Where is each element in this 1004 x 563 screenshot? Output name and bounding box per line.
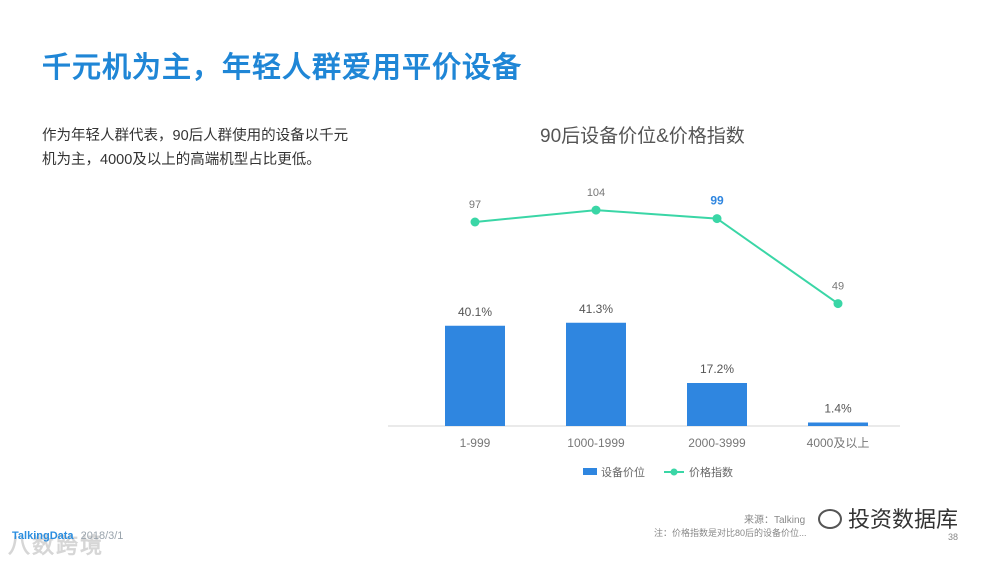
- index-label-4: 49: [832, 281, 844, 293]
- footer-brand: TalkingData 2018/3/1: [12, 530, 123, 542]
- index-label-1: 97: [469, 199, 481, 211]
- index-point-1: [470, 217, 480, 227]
- watermark-left: 八数跨境: [8, 533, 105, 558]
- footnote: 注：价格指数是对比80后的设备价位...: [654, 528, 807, 538]
- legend-bar-swatch: [583, 468, 597, 475]
- chart-title: 90后设备价位&价格指数: [540, 126, 745, 147]
- slide-title: 千元机为主，年轻人群爱用平价设备: [42, 52, 523, 84]
- index-label-2: 104: [587, 187, 605, 199]
- index-point-4: [833, 299, 843, 309]
- bar-1: [445, 325, 505, 426]
- brand-logo: TalkingData: [12, 530, 74, 542]
- bar-2: [566, 322, 626, 426]
- index-point-3: [712, 214, 722, 224]
- index-line: [474, 209, 839, 305]
- bar-label-1: 40.1%: [458, 305, 492, 319]
- legend-line-label: 价格指数: [689, 465, 733, 479]
- x-tick-label-3: 2000-3999: [688, 436, 746, 450]
- legend-bar-label: 设备价位: [601, 465, 645, 479]
- slide-description: 作为年轻人群代表，90后人群使用的设备以千元机为主，4000及以上的高端机型占比…: [42, 128, 349, 168]
- x-tick-label-2: 1000-1999: [567, 436, 625, 450]
- legend: 设备价位 价格指数: [583, 465, 733, 479]
- watermark-right: 投资数据库: [818, 502, 958, 534]
- x-tick-label-4: 4000及以上: [807, 436, 870, 450]
- wechat-icon: [818, 509, 842, 529]
- bar-4: [808, 422, 868, 426]
- legend-line-marker: [670, 468, 678, 476]
- index-label-3: 99: [710, 194, 724, 208]
- footer-date: 2018/3/1: [80, 530, 124, 542]
- bar-label-4: 1.4%: [824, 402, 852, 416]
- bar-label-2: 41.3%: [579, 302, 613, 316]
- bar-3: [687, 383, 747, 426]
- page-number: 38: [948, 532, 959, 542]
- source-note: 来源：Talking: [744, 515, 806, 526]
- watermark-right-text: 投资数据库: [848, 507, 959, 532]
- index-point-2: [591, 205, 601, 215]
- bar-label-3: 17.2%: [700, 362, 734, 376]
- x-tick-label-1: 1-999: [460, 436, 491, 450]
